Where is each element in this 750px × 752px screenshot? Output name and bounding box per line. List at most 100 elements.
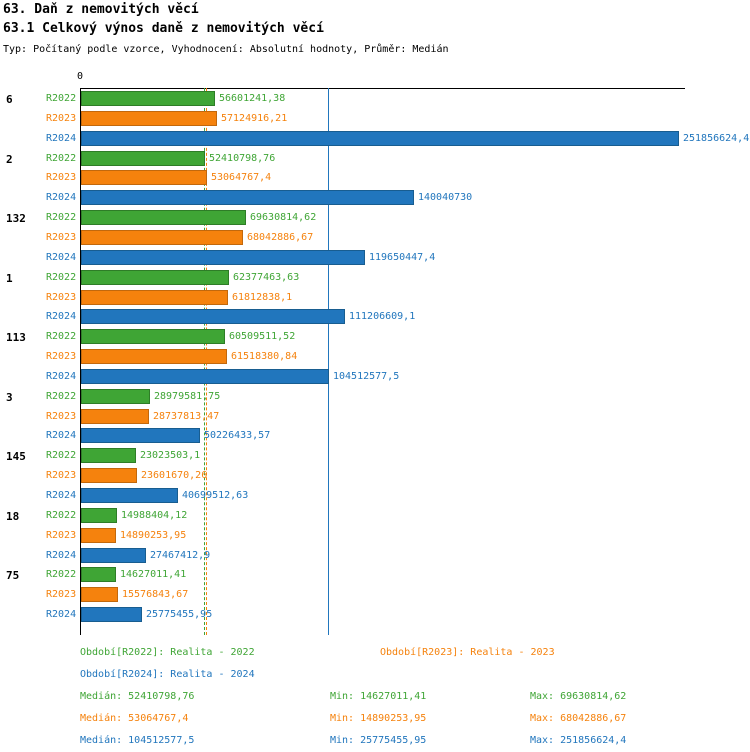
bar-r2022 — [81, 210, 246, 225]
bar-value-label: 14988404,12 — [121, 510, 188, 521]
bar-r2023 — [81, 230, 243, 245]
bar-value-label: 15576843,67 — [122, 589, 189, 600]
bar-r2023 — [81, 170, 207, 185]
stat-max-r2022: Max: 69630814,62 — [530, 691, 627, 702]
bar-r2022 — [81, 91, 215, 106]
bar-value-label: 28979581,75 — [154, 391, 221, 402]
bar-r2023 — [81, 468, 137, 483]
bar-value-label: 52410798,76 — [209, 153, 276, 164]
bar-r2023 — [81, 290, 228, 305]
bar-r2022 — [81, 448, 136, 463]
axis-left-line — [80, 88, 81, 635]
series-label-r2022: R2022 — [46, 272, 77, 283]
stat-min-r2024: Min: 25775455,95 — [330, 735, 427, 746]
bar-value-label: 61812838,1 — [232, 292, 293, 303]
series-label-r2023: R2023 — [46, 589, 77, 600]
bar-value-label: 111206609,1 — [349, 311, 416, 322]
bar-value-label: 23601670,26 — [141, 470, 208, 481]
bar-value-label: 56601241,38 — [219, 93, 286, 104]
series-label-r2024: R2024 — [46, 371, 77, 382]
bar-value-label: 53064767,4 — [211, 172, 272, 183]
bar-r2022 — [81, 270, 229, 285]
series-label-r2024: R2024 — [46, 550, 77, 561]
bar-value-label: 14627011,41 — [120, 569, 187, 580]
bar-value-label: 119650447,4 — [369, 252, 436, 263]
bar-r2023 — [81, 349, 227, 364]
legend-item-r2024: Období[R2024]: Realita - 2024 — [80, 669, 255, 680]
series-label-r2023: R2023 — [46, 530, 77, 541]
bar-r2024 — [81, 309, 345, 324]
bar-value-label: 60509511,52 — [229, 331, 296, 342]
category-label: 132 — [6, 212, 26, 225]
stat-median-r2024: Medián: 104512577,5 — [80, 735, 195, 746]
bar-value-label: 28737813,47 — [153, 411, 220, 422]
bar-value-label: 23023503,1 — [140, 450, 201, 461]
bar-value-label: 61518380,84 — [231, 351, 298, 362]
series-label-r2022: R2022 — [46, 93, 77, 104]
bar-value-label: 251856624,4 — [683, 133, 750, 144]
stat-min-r2022: Min: 14627011,41 — [330, 691, 427, 702]
bar-value-label: 27467412,9 — [150, 550, 211, 561]
series-label-r2023: R2023 — [46, 172, 77, 183]
bar-value-label: 50226433,57 — [204, 430, 271, 441]
bar-r2022 — [81, 329, 225, 344]
median-line-r2024 — [328, 88, 329, 635]
series-label-r2024: R2024 — [46, 133, 77, 144]
series-label-r2023: R2023 — [46, 411, 77, 422]
axis-origin-label: 0 — [77, 71, 84, 82]
bar-r2022 — [81, 389, 150, 404]
bar-value-label: 40699512,63 — [182, 490, 249, 501]
bar-r2024 — [81, 190, 414, 205]
series-label-r2022: R2022 — [46, 569, 77, 580]
series-label-r2024: R2024 — [46, 609, 77, 620]
series-label-r2023: R2023 — [46, 292, 77, 303]
bar-value-label: 68042886,67 — [247, 232, 314, 243]
category-label: 75 — [6, 569, 20, 582]
series-label-r2022: R2022 — [46, 391, 77, 402]
category-label: 3 — [6, 391, 13, 404]
bar-r2024 — [81, 131, 679, 146]
bar-r2024 — [81, 488, 178, 503]
category-label: 18 — [6, 510, 20, 523]
bar-r2022 — [81, 567, 116, 582]
series-label-r2024: R2024 — [46, 311, 77, 322]
bar-r2023 — [81, 409, 149, 424]
category-label: 113 — [6, 331, 26, 344]
category-label: 2 — [6, 153, 13, 166]
chart-subtitle: 63.1 Celkový výnos daně z nemovitých věc… — [3, 21, 324, 36]
bar-r2024 — [81, 607, 142, 622]
legend-item-r2022: Období[R2022]: Realita - 2022 — [80, 647, 255, 658]
bar-r2024 — [81, 250, 365, 265]
bar-r2023 — [81, 587, 118, 602]
series-label-r2024: R2024 — [46, 490, 77, 501]
series-label-r2023: R2023 — [46, 232, 77, 243]
series-label-r2023: R2023 — [46, 470, 77, 481]
series-label-r2022: R2022 — [46, 331, 77, 342]
chart-meta-info: Typ: Počítaný podle vzorce, Vyhodnocení:… — [3, 44, 449, 55]
category-label: 145 — [6, 450, 26, 463]
series-label-r2022: R2022 — [46, 510, 77, 521]
axis-top-line — [80, 88, 685, 89]
bar-r2022 — [81, 151, 205, 166]
bar-value-label: 25775455,95 — [146, 609, 213, 620]
page-title: 63. Daň z nemovitých věcí — [3, 2, 199, 17]
stat-max-r2024: Max: 251856624,4 — [530, 735, 627, 746]
bar-value-label: 69630814,62 — [250, 212, 317, 223]
series-label-r2022: R2022 — [46, 153, 77, 164]
bar-r2024 — [81, 428, 200, 443]
bar-r2023 — [81, 111, 217, 126]
series-label-r2024: R2024 — [46, 430, 77, 441]
series-label-r2022: R2022 — [46, 212, 77, 223]
bar-value-label: 14890253,95 — [120, 530, 187, 541]
series-label-r2023: R2023 — [46, 113, 77, 124]
series-label-r2024: R2024 — [46, 192, 77, 203]
legend-item-r2023: Období[R2023]: Realita - 2023 — [380, 647, 555, 658]
stat-max-r2023: Max: 68042886,67 — [530, 713, 627, 724]
series-label-r2023: R2023 — [46, 351, 77, 362]
bar-value-label: 57124916,21 — [221, 113, 288, 124]
bar-r2024 — [81, 548, 146, 563]
bar-r2022 — [81, 508, 117, 523]
series-label-r2022: R2022 — [46, 450, 77, 461]
bar-value-label: 140040730 — [418, 192, 473, 203]
